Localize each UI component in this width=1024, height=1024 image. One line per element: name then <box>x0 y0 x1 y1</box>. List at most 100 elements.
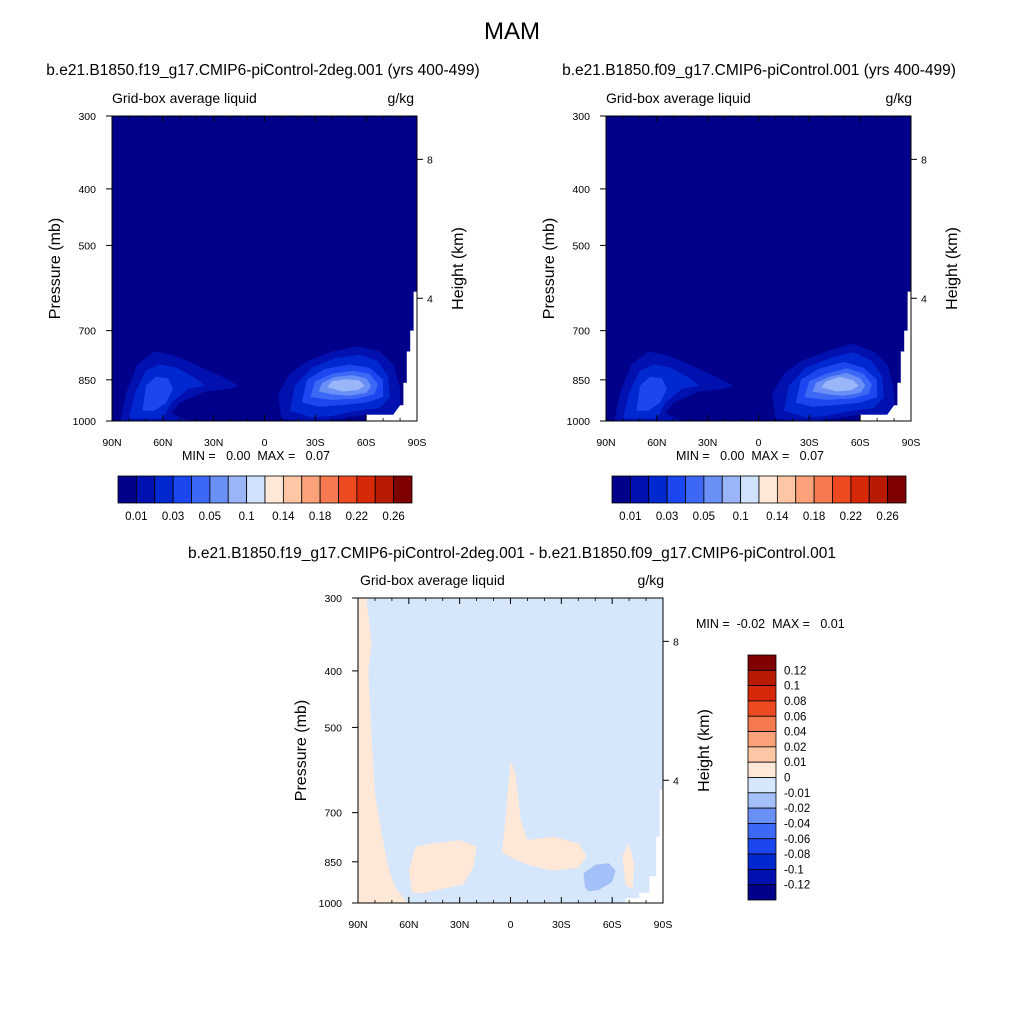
panel-1-y-tick-label: 500 <box>78 240 96 252</box>
colorbar-1-label: 0.01 <box>125 511 147 523</box>
panel-3-y-tick-label: 400 <box>324 666 342 678</box>
panel-3-y-tick-label: 850 <box>324 857 342 869</box>
panel-3-x-tick-label: 90N <box>348 919 367 931</box>
colorbar-3-cell <box>747 654 777 671</box>
panel-1-contour-south-0.07 <box>327 379 365 392</box>
panel-3-y-right-tick-label: 8 <box>673 636 679 648</box>
colorbar-3-label: 0.02 <box>784 742 806 754</box>
panel-3-y-axis-title: Pressure (mb) <box>293 700 310 801</box>
colorbar-2-label: 0.22 <box>840 511 862 523</box>
colorbar-3-cell <box>747 746 777 763</box>
colorbar-2-cell <box>629 475 650 504</box>
panel-1-y-tick-label: 700 <box>78 326 96 338</box>
panel-3-contour-positive-south-tropic <box>502 760 587 871</box>
figure-title: MAM <box>484 18 540 45</box>
panel-2-units-label: g/kg <box>885 90 912 106</box>
panel-3-min-max: MIN = -0.02 MAX = 0.01 <box>696 617 845 631</box>
colorbar-3-label: -0.02 <box>784 803 810 815</box>
colorbar-1-label: 0.1 <box>239 511 255 523</box>
colorbar-2-cell <box>666 475 686 504</box>
colorbar-1-label: 0.05 <box>199 511 221 523</box>
panel-2-y-tick-label: 300 <box>572 111 590 123</box>
panel-2-x-tick-label: 60S <box>851 437 870 449</box>
panel-3-x-tick-label: 0 <box>508 919 514 931</box>
colorbar-2-label: 0.26 <box>876 511 898 523</box>
panel-3-contour-negative <box>583 863 616 892</box>
colorbar-2-cell <box>721 475 742 504</box>
colorbar-1-cell <box>393 475 413 504</box>
colorbar-2-cell <box>795 475 815 504</box>
colorbar-3-cell <box>747 777 777 794</box>
colorbar-2-cell <box>887 475 907 504</box>
colorbar-1-cell <box>338 475 358 504</box>
colorbar-2-cell <box>868 475 889 504</box>
colorbar-3-label: 0.01 <box>784 757 806 769</box>
panel-2-y-right-axis-title: Height (km) <box>944 227 961 310</box>
colorbar-2-label: 0.14 <box>766 511 789 523</box>
panel-1-topography-mask <box>366 291 417 421</box>
panel-1-x-tick-label: 30N <box>204 437 223 449</box>
panel-2-y-right-tick-label: 8 <box>921 154 927 166</box>
colorbar-1-cell <box>154 475 174 504</box>
colorbar-3-cell <box>747 761 777 778</box>
colorbar-1-cell <box>172 475 192 504</box>
colorbar-2-cell <box>813 475 833 504</box>
panel-1-x-tick-label: 60S <box>357 437 376 449</box>
colorbar-3-label: 0.04 <box>784 727 807 739</box>
colorbar-2-cell <box>740 475 760 504</box>
colorbar-1-cell <box>191 475 211 504</box>
panel-2-contour-north-0.03 <box>636 376 667 411</box>
colorbar-3-label: -0.1 <box>784 864 804 876</box>
colorbar-3-cell <box>747 669 777 687</box>
panel-3-title: b.e21.B1850.f19_g17.CMIP6-piControl-2deg… <box>188 545 836 562</box>
panel-2-y-tick-label: 1000 <box>567 416 591 428</box>
colorbar-1-label: 0.14 <box>272 511 295 523</box>
colorbar-2-label: 0.1 <box>733 511 749 523</box>
panel-3-x-tick-label: 30N <box>450 919 469 931</box>
panel-3-x-tick-label: 60N <box>399 919 418 931</box>
panel-1-title: b.e21.B1850.f19_g17.CMIP6-piControl-2deg… <box>46 62 480 79</box>
colorbar-3-label: -0.04 <box>784 818 811 830</box>
panel-2-y-tick-label: 850 <box>572 375 590 387</box>
panel-3-variable-label: Grid-box average liquid <box>360 572 505 588</box>
colorbar-1-cell <box>117 475 137 504</box>
colorbar-2-label: 0.05 <box>693 511 715 523</box>
colorbar-3-cell <box>747 868 777 886</box>
panel-2-contour-south-0.07 <box>821 376 859 392</box>
panel-3-y-tick-label: 300 <box>324 593 342 605</box>
panel-2-y-tick-label: 400 <box>572 184 590 196</box>
panel-2-x-tick-label: 90S <box>902 437 921 449</box>
colorbar-3-label: -0.08 <box>784 849 810 861</box>
panel-2-y-right-tick-label: 4 <box>921 293 927 305</box>
colorbar-3-label: -0.12 <box>784 880 810 892</box>
colorbar-1-cell <box>319 475 339 504</box>
colorbar-3-cell <box>747 715 777 732</box>
panel-3-y-right-axis-title: Height (km) <box>696 709 713 792</box>
colorbar-1-cell <box>135 475 156 504</box>
panel-1-min-max: MIN = 0.00 MAX = 0.07 <box>182 449 330 463</box>
colorbar-3-cell <box>747 792 777 809</box>
panel-3-y-tick-label: 500 <box>324 722 342 734</box>
panel-1-y-tick-label: 300 <box>78 111 96 123</box>
panel-1-x-tick-label: 60N <box>153 437 172 449</box>
panel-1-y-axis-title: Pressure (mb) <box>47 218 64 319</box>
panel-3-x-tick-label: 30S <box>552 919 571 931</box>
panel-1-y-right-tick-label: 4 <box>427 293 433 305</box>
colorbar-1-cell <box>356 475 376 504</box>
panel-3-x-tick-label: 60S <box>603 919 622 931</box>
colorbar-1-label: 0.18 <box>309 511 331 523</box>
colorbar-1-cell <box>301 475 321 504</box>
panel-1-y-right-tick-label: 8 <box>427 154 433 166</box>
panel-1-units-label: g/kg <box>387 90 414 106</box>
panel-3-y-tick-label: 700 <box>324 808 342 820</box>
panel-2-x-tick-label: 90N <box>596 437 615 449</box>
panel-2-topography-mask <box>860 291 911 421</box>
colorbar-1-cell <box>374 475 395 504</box>
colorbar-2-cell <box>703 475 723 504</box>
colorbar-3-cell <box>747 884 777 901</box>
colorbar-3-label: 0.1 <box>784 681 800 693</box>
panel-1-y-tick-label: 400 <box>78 184 96 196</box>
panel-3-contour-positive-midlat <box>408 840 477 893</box>
panel-1-y-tick-label: 850 <box>78 375 96 387</box>
